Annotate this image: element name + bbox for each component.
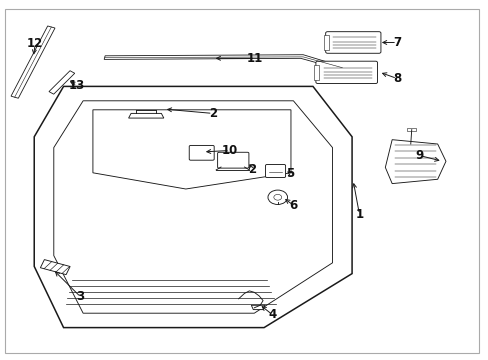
Text: 3: 3 (77, 291, 84, 303)
Polygon shape (251, 305, 264, 310)
Polygon shape (41, 260, 70, 275)
Text: 13: 13 (69, 79, 85, 92)
Text: 4: 4 (268, 309, 276, 321)
Polygon shape (104, 55, 342, 69)
Text: 12: 12 (27, 37, 43, 50)
Text: 6: 6 (289, 199, 297, 212)
Text: 2: 2 (247, 163, 255, 176)
Polygon shape (49, 71, 75, 94)
Bar (324, 35, 328, 50)
FancyBboxPatch shape (265, 165, 285, 177)
Text: 9: 9 (415, 149, 423, 162)
Text: 5: 5 (285, 167, 293, 180)
Text: 11: 11 (246, 52, 263, 65)
Text: 10: 10 (221, 144, 238, 157)
Polygon shape (128, 113, 163, 118)
Text: 8: 8 (392, 72, 400, 85)
FancyBboxPatch shape (189, 145, 214, 160)
Bar (406, 128, 415, 131)
FancyBboxPatch shape (325, 32, 380, 53)
FancyBboxPatch shape (315, 61, 377, 84)
Bar (314, 65, 319, 80)
FancyBboxPatch shape (217, 152, 248, 168)
Polygon shape (11, 26, 55, 98)
Text: 2: 2 (208, 107, 216, 120)
Text: 1: 1 (355, 208, 363, 221)
Text: 7: 7 (392, 36, 400, 49)
